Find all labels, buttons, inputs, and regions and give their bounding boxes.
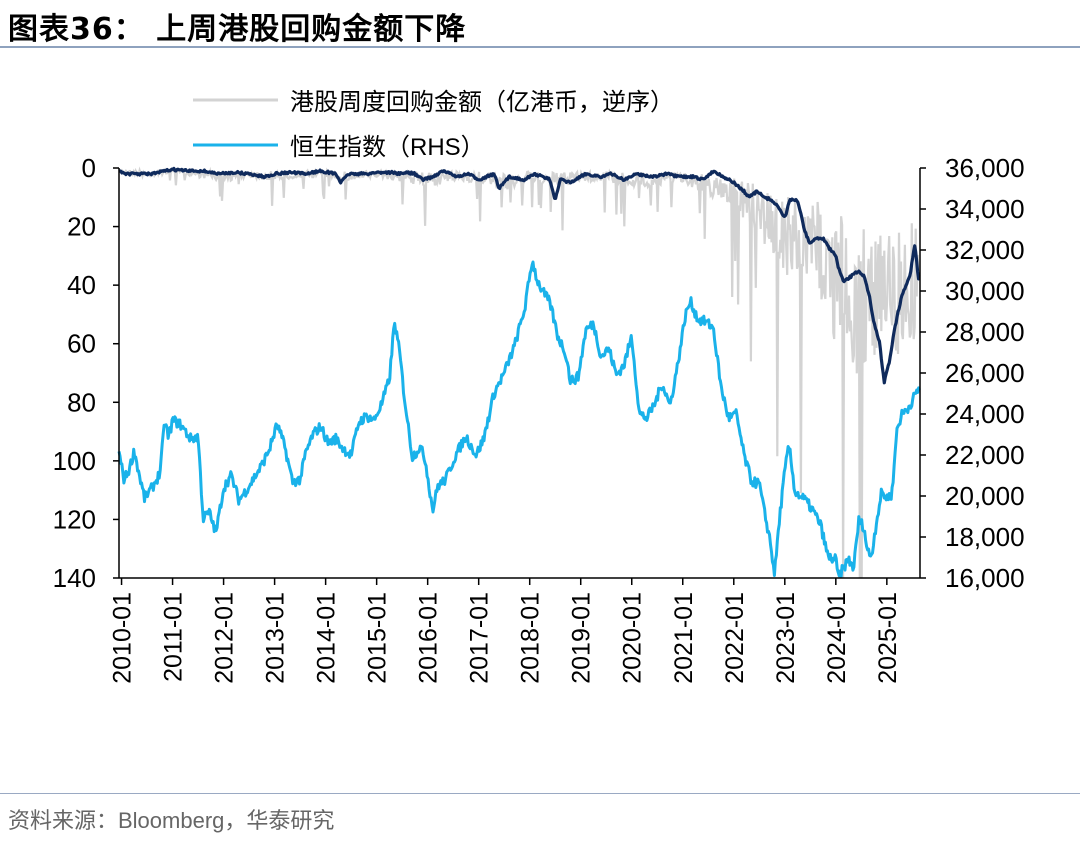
left-tick-label: 60 xyxy=(67,329,96,359)
x-tick-label: 2014-01 xyxy=(313,592,341,684)
right-tick-label: 18,000 xyxy=(945,522,1025,552)
x-tick-label: 2010-01 xyxy=(109,592,137,684)
x-tick-label: 2023-01 xyxy=(772,592,800,684)
x-tick-label: 2024-01 xyxy=(823,592,851,684)
left-tick-label: 120 xyxy=(53,504,96,534)
x-tick-label: 2025-01 xyxy=(874,592,902,684)
x-tick-label: 2016-01 xyxy=(415,592,443,684)
x-tick-label: 2020-01 xyxy=(619,592,647,684)
series-repurchase-smoothed xyxy=(118,166,921,385)
right-tick-label: 32,000 xyxy=(945,235,1025,265)
x-tick-label: 2018-01 xyxy=(517,592,545,684)
plot-area xyxy=(117,166,921,579)
x-tick-label: 2011-01 xyxy=(160,592,188,682)
left-tick-label: 140 xyxy=(53,563,96,593)
legend-label-hsi: 恒生指数（RHS） xyxy=(290,134,485,161)
series-repurchase-weekly xyxy=(118,166,921,579)
left-tick-label: 0 xyxy=(82,153,96,183)
x-tick-label: 2015-01 xyxy=(364,592,392,684)
x-tick-label: 2013-01 xyxy=(262,592,290,684)
x-tick-label: 2019-01 xyxy=(568,592,596,684)
x-tick-label: 2012-01 xyxy=(211,592,239,684)
right-tick-label: 26,000 xyxy=(945,358,1025,388)
x-tick-label: 2021-01 xyxy=(670,592,698,684)
axis-ticks: 0 20 40 60 80 100 120 140 36,000 34,000 32,000 30,0… xyxy=(53,153,1025,684)
right-tick-label: 16,000 xyxy=(945,563,1025,593)
series-hang-seng-index xyxy=(117,260,921,579)
x-tick-label: 2022-01 xyxy=(721,592,749,684)
right-tick-label: 24,000 xyxy=(945,399,1025,429)
left-tick-label: 40 xyxy=(67,270,96,300)
x-tick-label: 2017-01 xyxy=(466,592,494,684)
legend-label-repurchase: 港股周度回购金额（亿港币，逆序） xyxy=(290,89,674,116)
legend: 港股周度回购金额（亿港币，逆序） 恒生指数（RHS） xyxy=(193,89,674,161)
title-divider xyxy=(0,46,1080,48)
right-tick-label: 20,000 xyxy=(945,481,1025,511)
left-tick-label: 20 xyxy=(67,212,96,242)
source-divider xyxy=(0,793,1080,794)
source-note: 资料来源：Bloomberg，华泰研究 xyxy=(8,808,335,833)
right-tick-label: 36,000 xyxy=(945,153,1025,183)
left-tick-label: 100 xyxy=(53,446,96,476)
right-tick-label: 34,000 xyxy=(945,194,1025,224)
right-tick-label: 22,000 xyxy=(945,440,1025,470)
right-tick-label: 30,000 xyxy=(945,276,1025,306)
left-tick-label: 80 xyxy=(67,387,96,417)
right-tick-label: 28,000 xyxy=(945,317,1025,347)
chart-title: 图表36： 上周港股回购金额下降 xyxy=(8,12,467,47)
